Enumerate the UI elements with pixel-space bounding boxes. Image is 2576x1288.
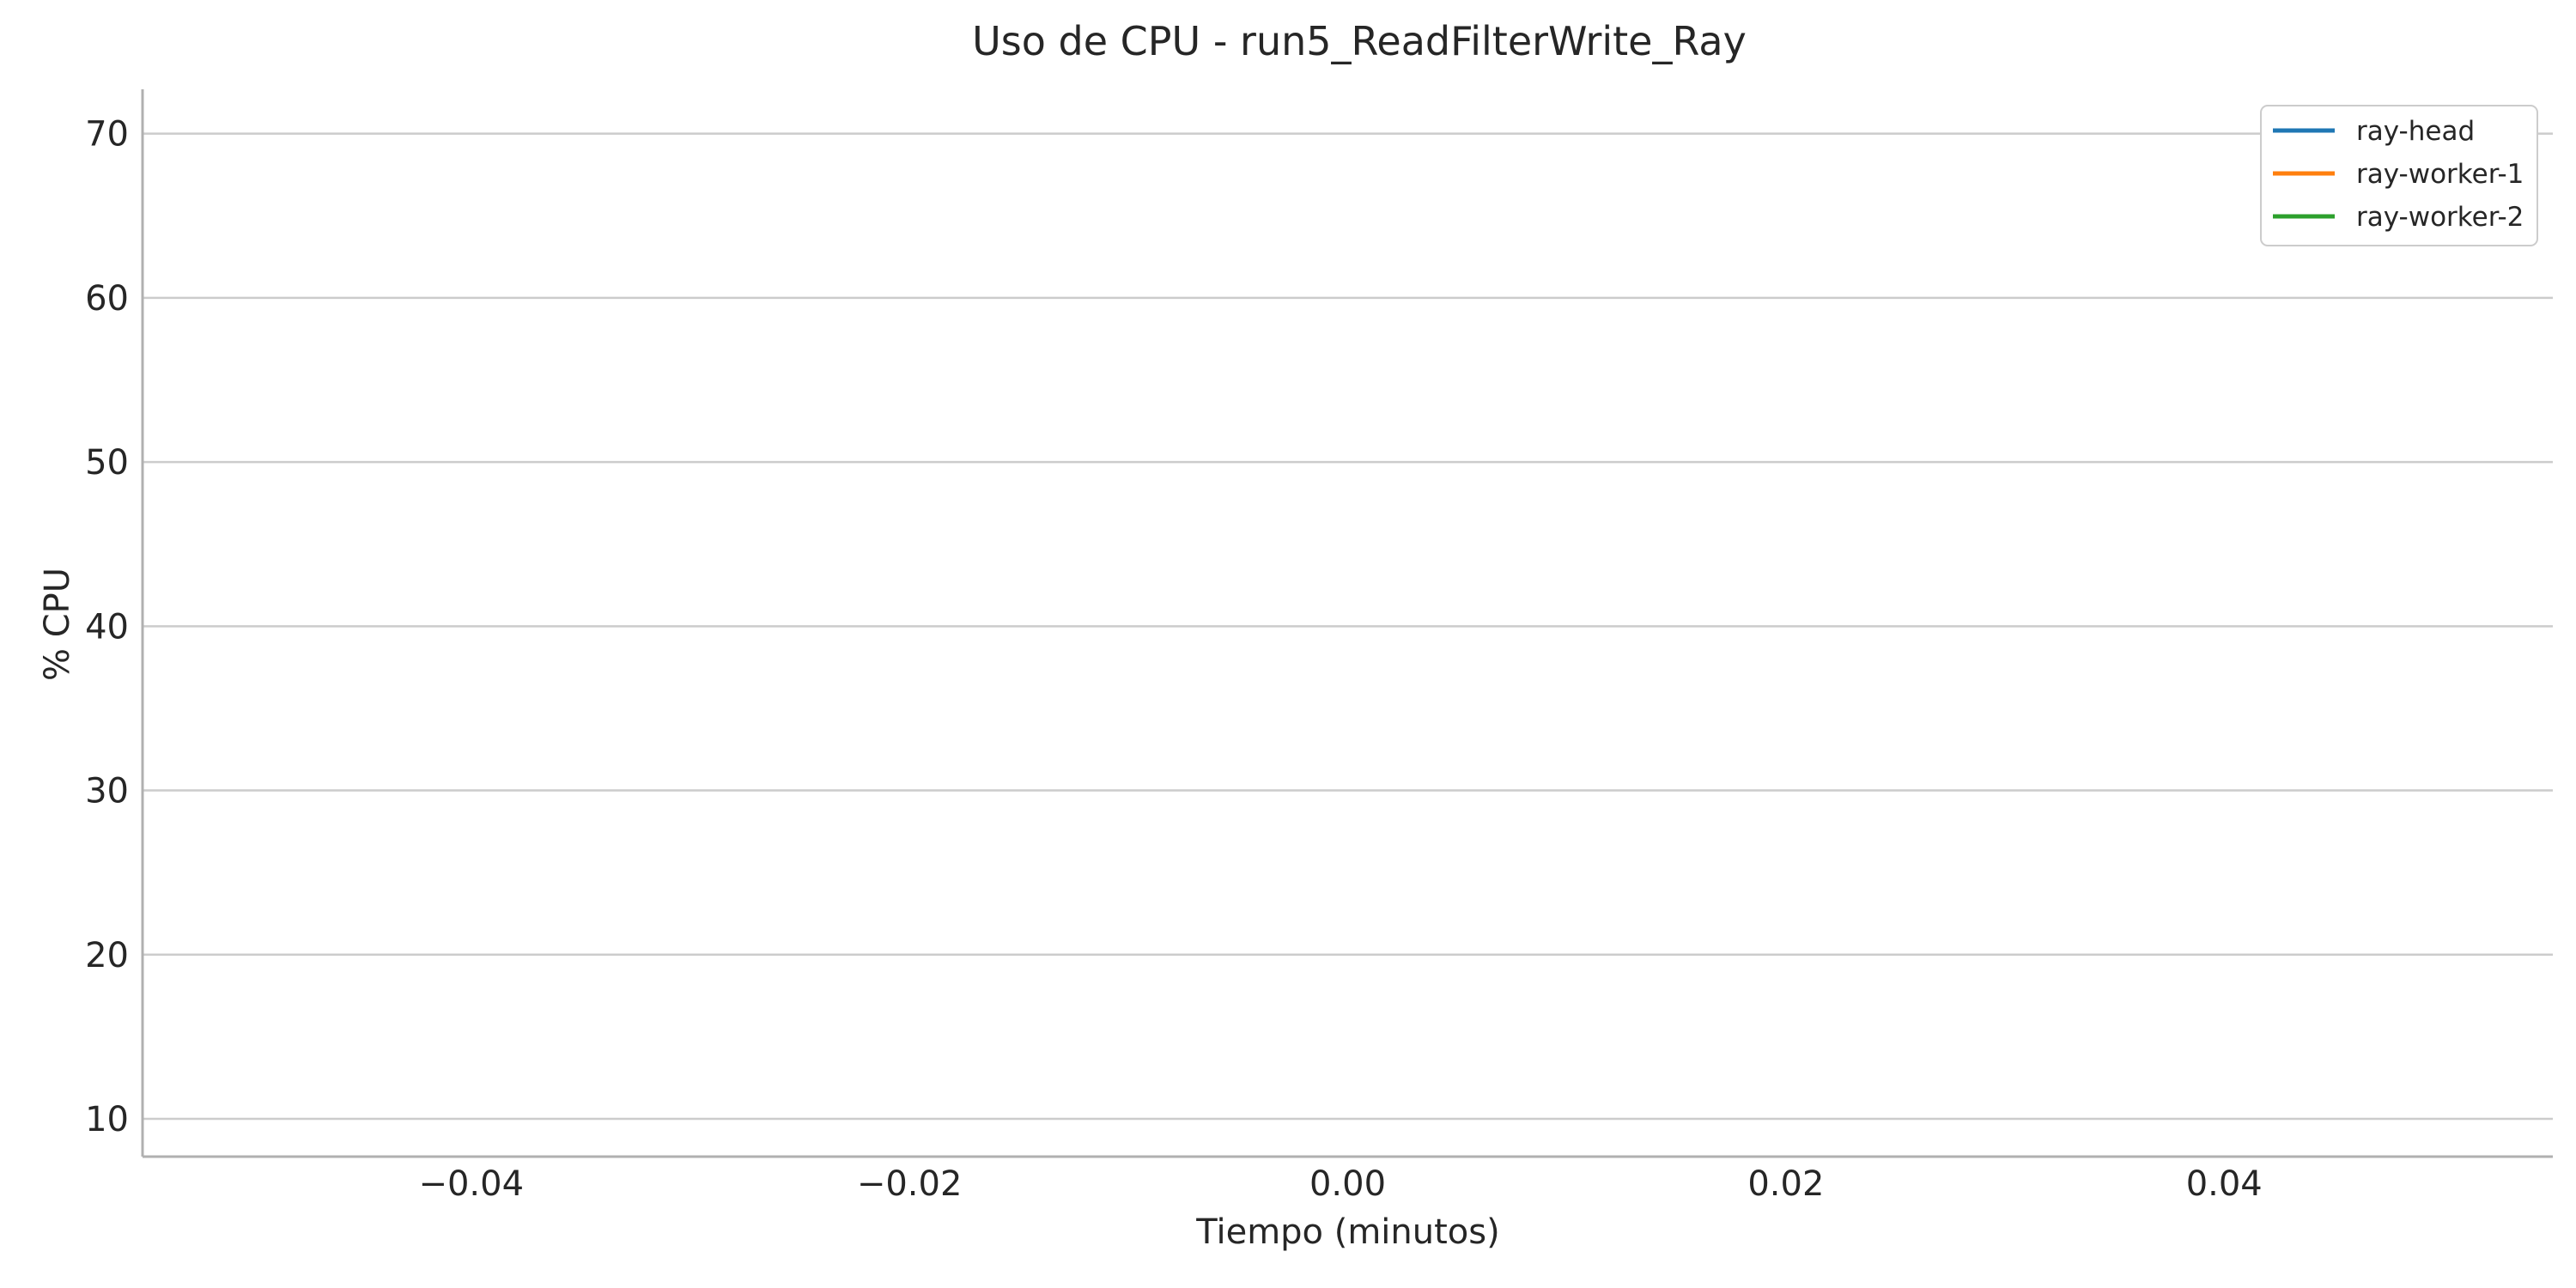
x-axis-ticks: −0.04 −0.02 0.00 0.02 0.04 <box>418 1164 2262 1204</box>
x-tick-label: 0.00 <box>1309 1164 1386 1204</box>
x-tick-label: 0.04 <box>2186 1164 2263 1204</box>
y-tick-label: 10 <box>85 1100 129 1139</box>
legend-box <box>2260 105 2538 246</box>
legend-label-ray-worker-2: ray-worker-2 <box>2356 202 2524 233</box>
legend: ray-head ray-worker-1 ray-worker-2 <box>2260 105 2538 246</box>
y-tick-label: 30 <box>85 772 129 811</box>
y-tick-label: 40 <box>85 607 129 647</box>
legend-items: ray-head ray-worker-1 ray-worker-2 <box>2273 116 2524 233</box>
x-tick-label: −0.04 <box>418 1164 524 1204</box>
x-tick-label: −0.02 <box>857 1164 963 1204</box>
y-tick-label: 20 <box>85 936 129 975</box>
legend-label-ray-head: ray-head <box>2356 116 2475 147</box>
y-tick-label: 70 <box>85 115 129 155</box>
grid-lines <box>143 132 2553 1121</box>
legend-label-ray-worker-1: ray-worker-1 <box>2356 159 2524 190</box>
y-axis-label: % CPU <box>38 568 77 681</box>
y-tick-label: 60 <box>85 279 129 319</box>
y-axis-ticks: 10 20 30 40 50 60 70 <box>85 115 129 1139</box>
x-tick-label: 0.02 <box>1747 1164 1824 1204</box>
y-tick-label: 50 <box>85 443 129 483</box>
x-axis-label: Tiempo (minutos) <box>1195 1212 1499 1252</box>
chart-title: Uso de CPU - run5_ReadFilterWrite_Ray <box>972 18 1747 64</box>
